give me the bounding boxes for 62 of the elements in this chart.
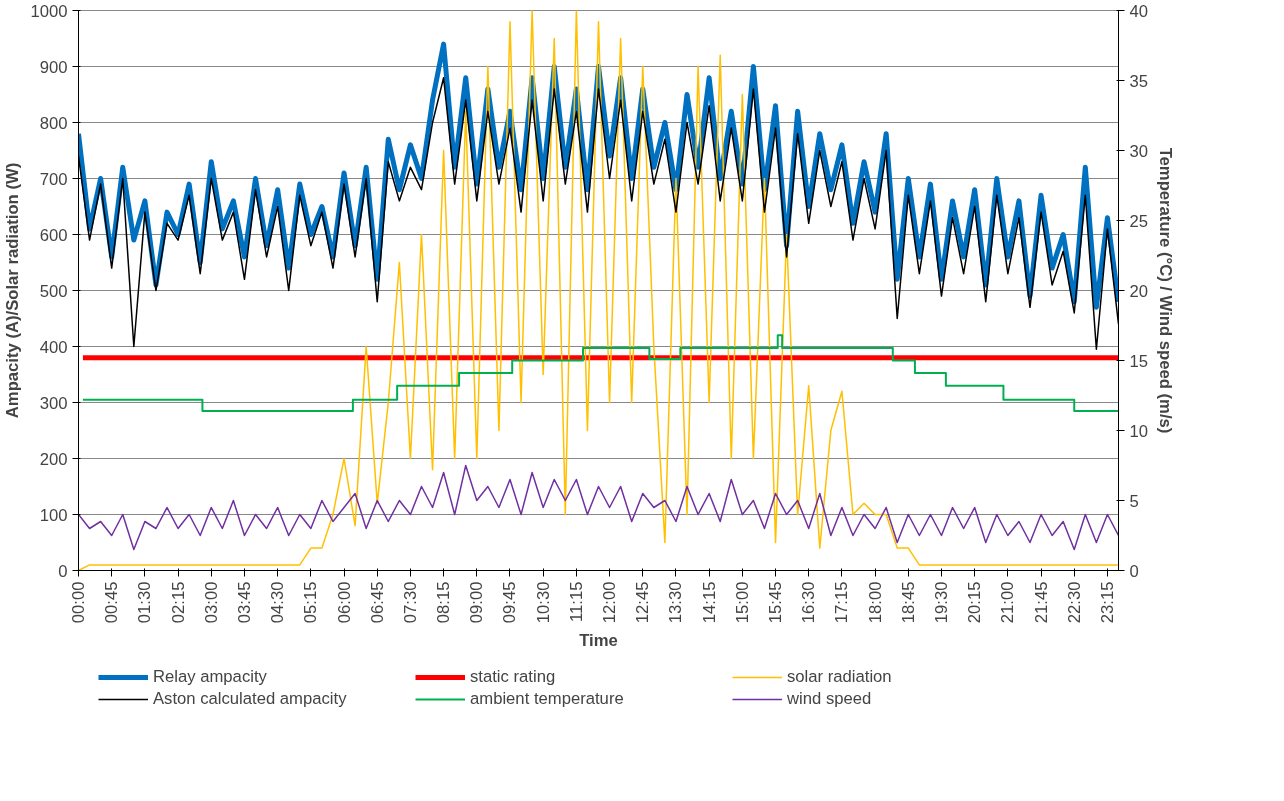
x-tick-label: 02:15 — [168, 581, 188, 624]
line-series — [78, 464, 1119, 551]
x-tick-label: 09:00 — [467, 581, 487, 624]
x-tick-label: 10:30 — [533, 581, 553, 624]
y2-tick-label: 0 — [1129, 561, 1139, 581]
legend-label: wind speed — [787, 689, 873, 709]
x-tick-label: 03:00 — [201, 581, 221, 624]
x-tick-label: 13:30 — [666, 581, 686, 624]
y-tick-label: 100 — [39, 505, 68, 525]
y-tick-label: 900 — [39, 57, 68, 77]
y-tick-label: 300 — [39, 393, 68, 413]
x-tick-label: 15:00 — [732, 581, 752, 624]
y2-tick-label: 35 — [1129, 71, 1149, 91]
x-tick-label: 23:15 — [1097, 581, 1117, 624]
x-tick-label: 18:00 — [865, 581, 885, 624]
x-tick-label: 09:45 — [500, 581, 520, 624]
x-tick-label: 11:15 — [566, 581, 586, 622]
y-tick-label: 200 — [39, 449, 68, 469]
y2-tick-label: 10 — [1129, 421, 1149, 441]
x-tick-label: 20:15 — [965, 581, 985, 624]
x-tick-label: 17:15 — [832, 581, 852, 624]
y2-tick-label: 40 — [1129, 1, 1149, 21]
x-tick-label: 06:45 — [367, 581, 387, 624]
x-tick-label: 00:00 — [69, 581, 88, 624]
x-tick-label: 00:45 — [102, 581, 122, 624]
y-tick-label: 400 — [39, 337, 68, 357]
x-tick-label: 12:00 — [600, 581, 620, 624]
x-tick-label: 03:45 — [234, 581, 254, 624]
legend-label: static rating — [470, 667, 557, 687]
y-tick-label: 0 — [58, 561, 68, 581]
x-tick-label: 21:45 — [1031, 581, 1051, 624]
x-tick-label: 08:15 — [434, 581, 454, 624]
x-tick-label: 12:45 — [633, 581, 653, 624]
x-tick-label: 07:30 — [400, 581, 420, 624]
legend-label: Relay ampacity — [153, 667, 268, 687]
x-tick-label: 22:30 — [1064, 581, 1084, 624]
y2-tick-label: 25 — [1129, 211, 1149, 231]
y-axis-title: Ampacity (A)/Solar radiation (W) — [3, 162, 23, 419]
x-tick-label: 01:30 — [135, 581, 155, 624]
x-tick-label: 14:15 — [699, 581, 719, 624]
y-tick-label: 600 — [39, 225, 68, 245]
x-axis-title: Time — [579, 631, 618, 651]
y-tick-label: 1000 — [30, 1, 68, 21]
y2-tick-label: 30 — [1129, 141, 1149, 161]
x-tick-label: 21:00 — [998, 581, 1018, 624]
y-tick-label: 500 — [39, 281, 68, 301]
legend-label: ambient temperature — [470, 689, 625, 709]
legend-label: solar radiation — [787, 667, 893, 687]
x-tick-label: 04:30 — [268, 581, 288, 624]
y2-axis-title: Temperature (°C) / Wind speed (m/s) — [1156, 147, 1176, 434]
x-tick-label: 05:15 — [301, 581, 321, 624]
x-tick-label: 16:30 — [799, 581, 819, 624]
x-tick-label: 18:45 — [898, 581, 918, 624]
y-tick-label: 800 — [39, 113, 68, 133]
x-tick-label: 19:30 — [931, 581, 951, 624]
x-tick-label: 06:00 — [334, 581, 354, 624]
y-tick-label: 700 — [39, 169, 68, 189]
legend-label: Aston calculated ampacity — [153, 689, 348, 709]
y2-tick-label: 15 — [1129, 351, 1149, 371]
y2-tick-label: 5 — [1129, 491, 1139, 511]
x-tick-label: 15:45 — [766, 581, 786, 624]
y2-tick-label: 20 — [1129, 281, 1149, 301]
